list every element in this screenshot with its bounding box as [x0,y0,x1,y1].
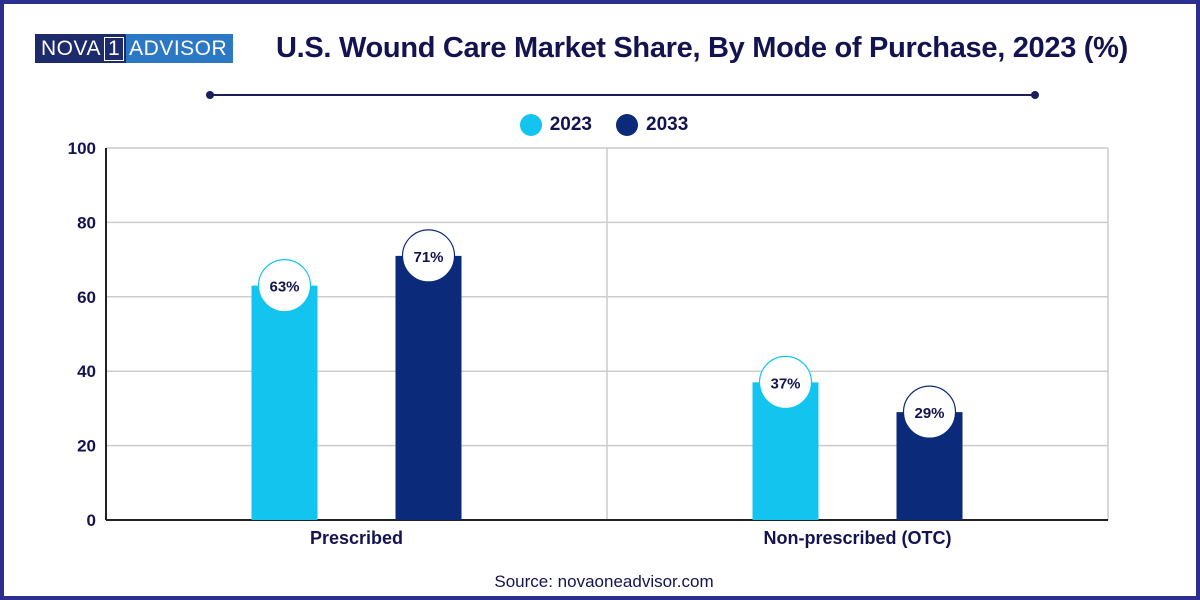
legend-label-2023: 2023 [549,114,592,135]
logo-text-nova: NOVA [41,37,101,60]
logo-nova: NOVA 1 [35,34,127,63]
data-label-bubble [257,259,312,313]
data-label-bubble [758,355,813,409]
title-underline-dot-right [1031,91,1039,99]
logo-text-advisor: ADVISOR [126,34,234,63]
legend-item-2023: 2023 [519,114,592,136]
bar-2033-0 [395,255,462,520]
legend-label-2033: 2033 [646,114,689,135]
data-label-bubble [902,385,957,439]
title-underline-dot-left [206,91,214,99]
data-label: 63% [269,279,299,296]
data-label: 29% [914,405,944,422]
data-label: 37% [770,375,800,392]
legend-swatch-2023 [519,114,542,136]
bar-2023-0 [251,285,318,520]
data-label-bubble [401,229,456,283]
legend-swatch-2033 [616,114,638,136]
y-tick-label: 80 [77,213,96,232]
x-category-label: Prescribed [310,528,403,548]
y-tick-label: 40 [77,362,96,381]
source-note: Source: novaoneadvisor.com [494,572,714,591]
y-tick-label: 0 [87,511,96,530]
legend-item-2033: 2033 [616,114,688,136]
y-tick-label: 20 [77,437,96,456]
brand-logo: NOVA 1 ADVISOR [35,34,234,63]
chart-legend: 2023 2033 [4,114,1200,136]
logo-text-one: 1 [103,36,125,61]
y-tick-label: 100 [68,139,96,158]
chart-title: U.S. Wound Care Market Share, By Mode of… [275,32,1128,64]
x-category-label: Non-prescribed (OTC) [763,528,951,548]
data-label: 71% [413,249,443,266]
title-underline [210,94,1036,96]
y-tick-label: 60 [77,288,96,307]
